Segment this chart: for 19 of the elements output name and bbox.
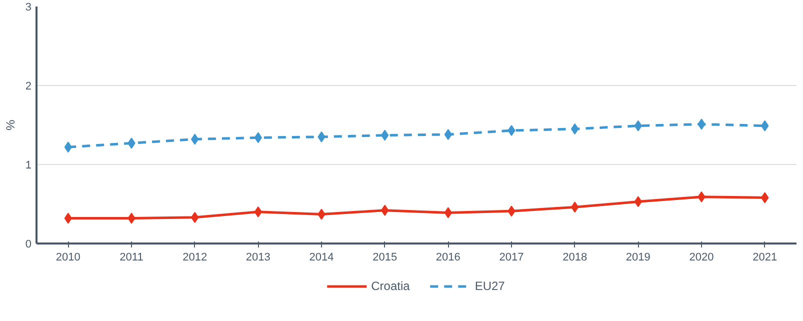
x-tick-label: 2018 [562,252,588,264]
x-tick-label: 2011 [120,252,144,264]
y-axis-title: % [3,119,18,130]
y-tick-label: 2 [25,80,32,92]
x-tick-label: 2016 [436,252,460,264]
x-tick-label: 2017 [499,252,524,264]
legend-label: EU27 [474,278,505,292]
x-tick-label: 2014 [309,252,334,264]
y-tick-label: 0 [25,238,32,250]
x-tick-label: 2013 [246,252,270,264]
x-tick-label: 2010 [56,252,80,264]
x-tick-label: 2021 [752,252,778,264]
x-tick-label: 2019 [626,252,650,264]
x-tick-label: 2012 [182,252,208,264]
y-tick-label: 1 [25,160,32,172]
x-tick-label: 2020 [689,252,714,264]
x-tick-label: 2015 [372,252,398,264]
legend-label: Croatia [371,278,410,292]
y-tick-label: 3 [25,2,32,14]
